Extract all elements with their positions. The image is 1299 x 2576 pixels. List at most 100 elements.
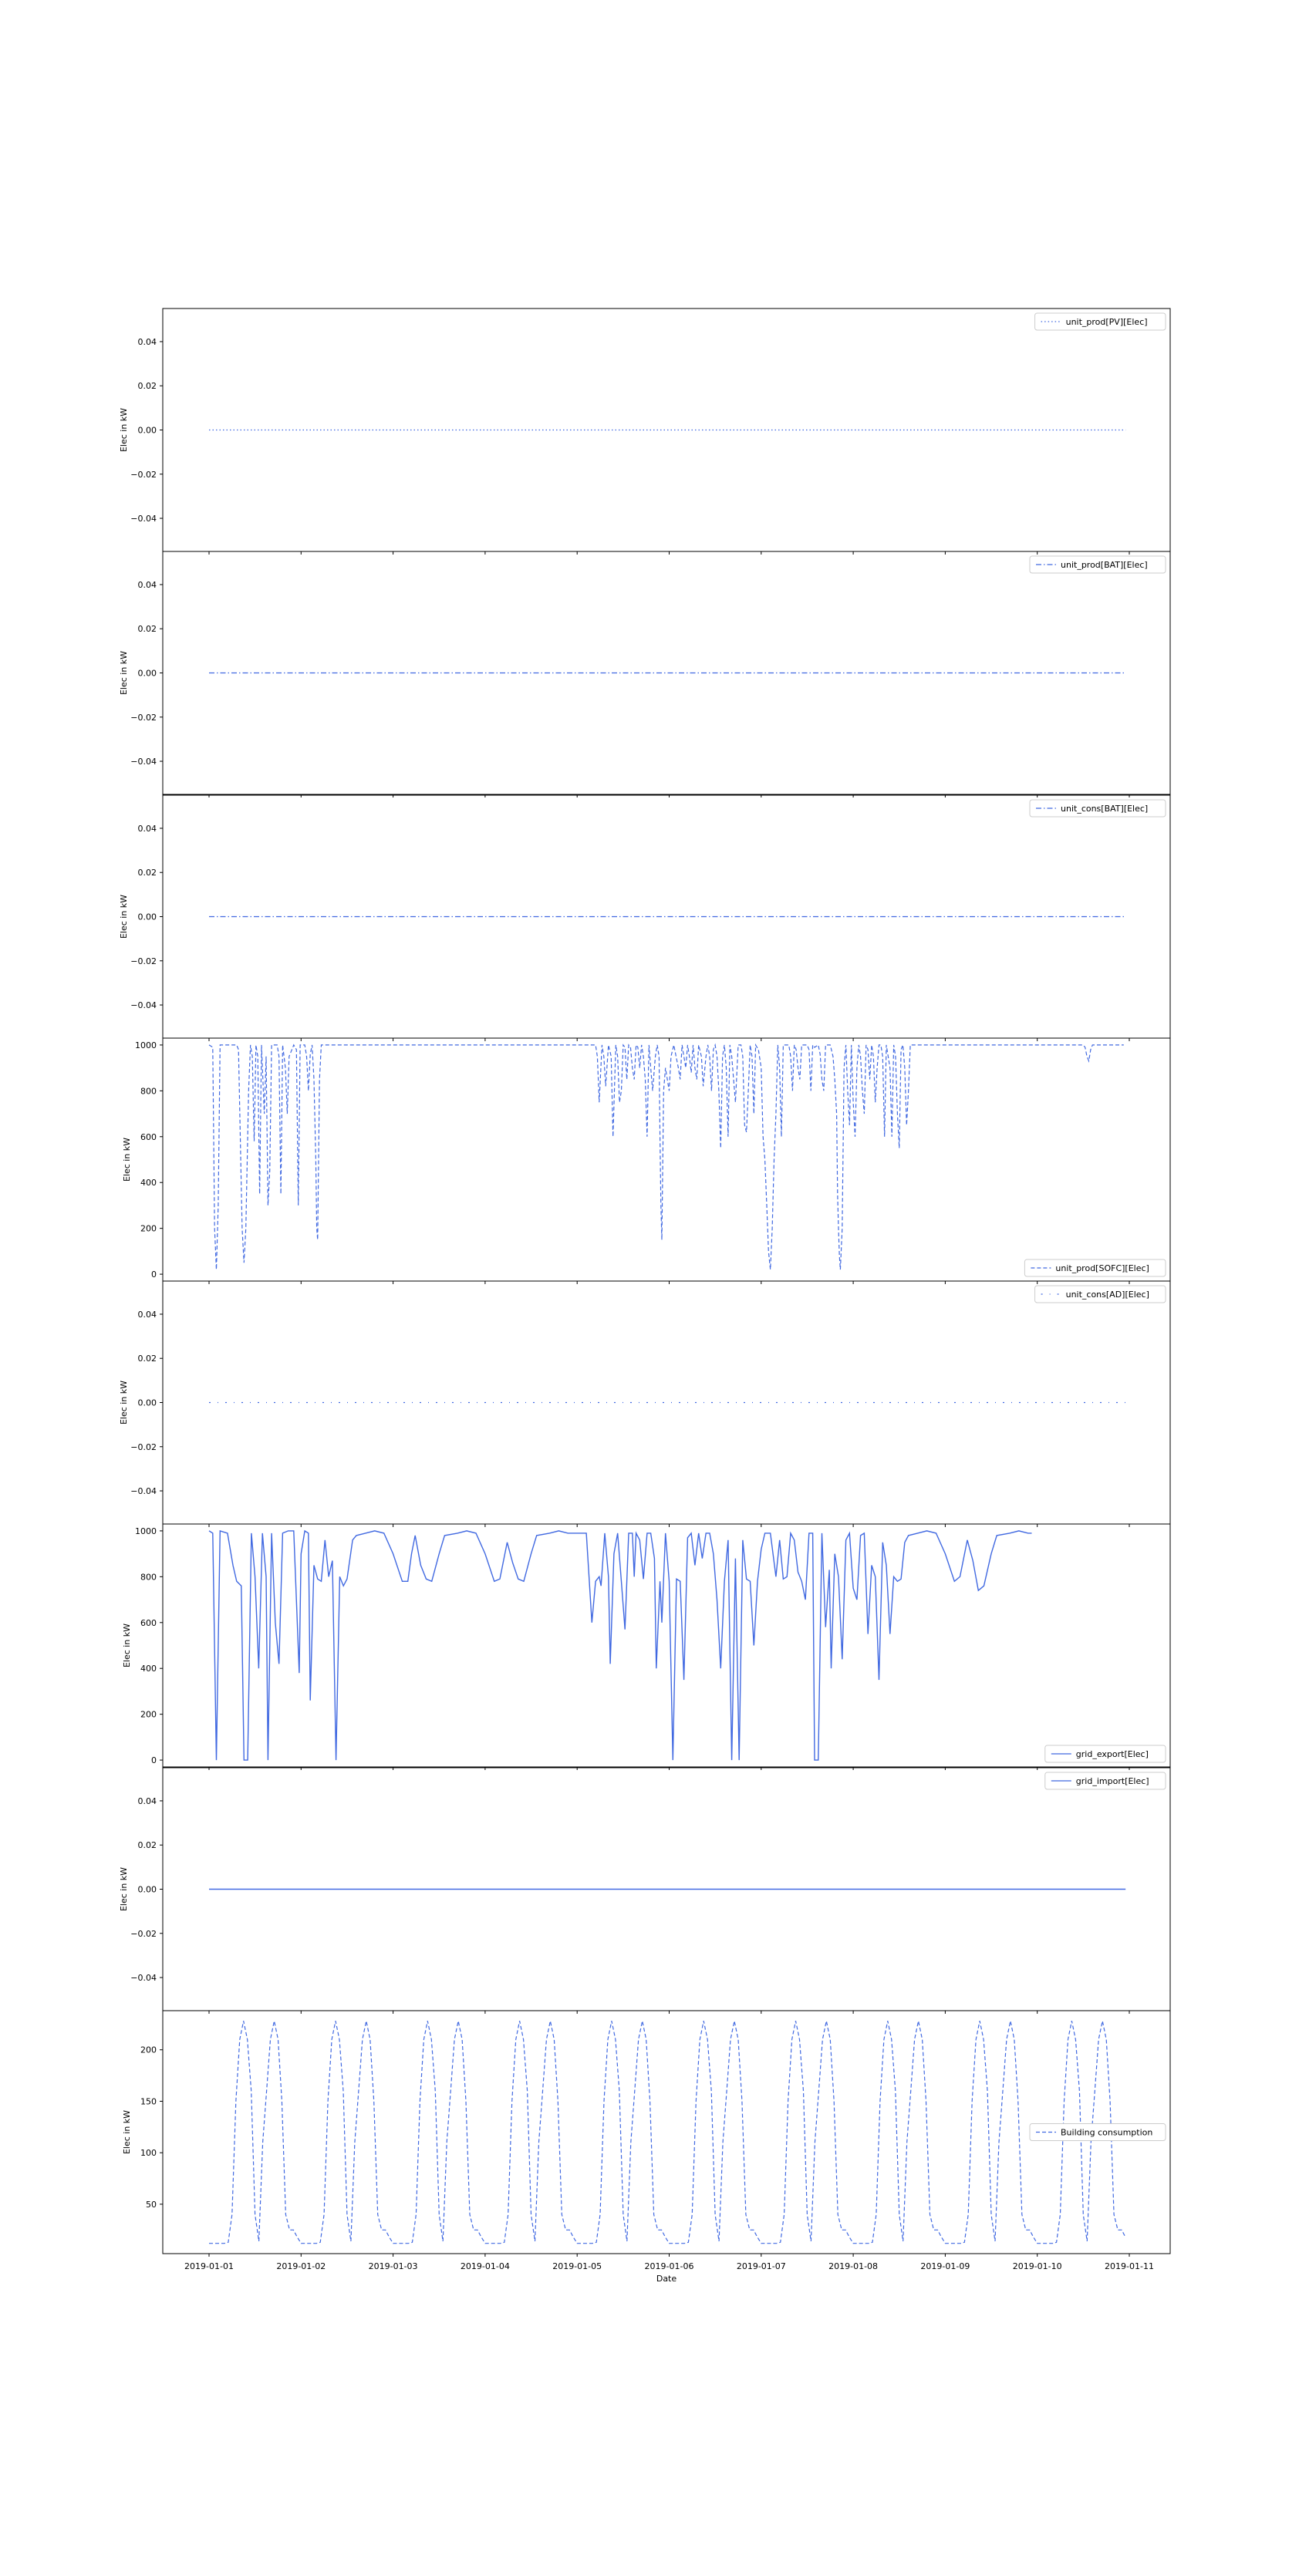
y-tick-label: −0.02 <box>130 1442 157 1452</box>
x-tick-label: 2019-01-04 <box>461 2261 510 2271</box>
legend-label: unit_cons[BAT][Elec] <box>1061 804 1148 814</box>
x-tick-label: 2019-01-02 <box>276 2261 326 2271</box>
legend-box <box>1029 555 1166 574</box>
y-tick-label: 0.00 <box>138 1885 157 1895</box>
y-tick-label: 0 <box>151 1269 157 1280</box>
y-tick-label: −0.04 <box>130 1486 157 1496</box>
y-tick-label: 1000 <box>135 1040 157 1050</box>
y-tick-label: 400 <box>140 1178 157 1188</box>
legend-label: Building consumption <box>1061 2128 1152 2138</box>
y-axis-title: Elec in kW <box>119 1867 129 1911</box>
subplot-5: 1000 800 600 400 200 0 Elec in kW grid_export[E… <box>122 1523 1171 1770</box>
axes-frame <box>162 2010 1171 2254</box>
legend-label: unit_prod[SOFC][Elec] <box>1055 1263 1149 1273</box>
legend: unit_cons[AD][Elec] <box>1034 1285 1166 1303</box>
y-tick-label: 0.00 <box>138 1398 157 1408</box>
legend-label: grid_import[Elec] <box>1076 1776 1149 1786</box>
x-tick-label: 2019-01-03 <box>369 2261 418 2271</box>
series-line-5 <box>208 1529 1032 1761</box>
legend: grid_import[Elec] <box>1044 1772 1166 1790</box>
y-axis-title: Elec in kW <box>122 2110 132 2154</box>
legend: unit_prod[BAT][Elec] <box>1029 555 1166 574</box>
y-tick-label: 400 <box>140 1664 157 1674</box>
y-tick-label: 0.04 <box>138 337 157 347</box>
legend-label: unit_prod[PV][Elec] <box>1066 317 1148 327</box>
legend-box <box>1029 799 1166 818</box>
y-tick-label: 100 <box>140 2148 157 2158</box>
legend: unit_prod[PV][Elec] <box>1034 312 1166 331</box>
y-tick-label: 600 <box>140 1618 157 1628</box>
subplot-2: 0.04 0.02 0.00 −0.02 −0.04 Elec in kW unit_con… <box>119 794 1171 1041</box>
legend: grid_export[Elec] <box>1044 1745 1166 1763</box>
y-tick-label: −0.04 <box>130 514 157 524</box>
subplots: 0.04 0.02 0.00 −0.02 −0.04 Elec in kW unit_pro… <box>119 308 1171 2257</box>
y-axis-title: Elec in kW <box>119 895 129 939</box>
y-tick-label: −0.02 <box>130 713 157 723</box>
legend: Building consumption <box>1029 2123 1166 2141</box>
y-tick-label: 0.04 <box>138 580 157 590</box>
y-tick-label: 200 <box>140 1710 157 1720</box>
x-tick-label: 2019-01-10 <box>1013 2261 1062 2271</box>
legend-box <box>1034 1285 1166 1303</box>
subplot-3: 1000 800 600 400 200 0 Elec in kW unit_prod[SOF… <box>122 1037 1171 1284</box>
subplot-0: 0.04 0.02 0.00 −0.02 −0.04 Elec in kW unit_pro… <box>119 308 1171 555</box>
y-axis-title: Elec in kW <box>122 1623 132 1667</box>
x-tick-label: 2019-01-06 <box>645 2261 694 2271</box>
y-tick-label: 0 <box>151 1755 157 1765</box>
y-axis-title: Elec in kW <box>119 651 129 695</box>
y-tick-label: 0.00 <box>138 912 157 922</box>
subplot-4: 0.04 0.02 0.00 −0.02 −0.04 Elec in kW unit_con… <box>119 1280 1171 1527</box>
legend-label: grid_export[Elec] <box>1076 1749 1149 1759</box>
x-tick-label: 2019-01-05 <box>552 2261 602 2271</box>
y-tick-label: 0.02 <box>138 624 157 634</box>
x-tick-label: 2019-01-09 <box>920 2261 970 2271</box>
y-tick-label: −0.02 <box>130 1929 157 1939</box>
y-tick-label: −0.04 <box>130 1973 157 1983</box>
y-tick-label: 1000 <box>135 1526 157 1536</box>
legend-label: unit_cons[AD][Elec] <box>1066 1290 1149 1300</box>
y-tick-label: 0.00 <box>138 669 157 679</box>
x-tick-label: 2019-01-07 <box>737 2261 786 2271</box>
y-tick-label: 0.02 <box>138 1354 157 1364</box>
y-tick-label: −0.04 <box>130 757 157 767</box>
y-tick-label: −0.04 <box>130 1000 157 1010</box>
subplot-6: 0.04 0.02 0.00 −0.02 −0.04 Elec in kW grid_imp… <box>119 1767 1171 2014</box>
y-tick-label: 50 <box>146 2200 157 2210</box>
legend-box <box>1044 1745 1166 1763</box>
y-tick-label: 0.04 <box>138 1310 157 1320</box>
shared-x-axis: 2019-01-01 2019-01-02 2019-01-03 2019-01-04… <box>184 2261 1154 2271</box>
series-line-3 <box>208 1043 1124 1270</box>
legend: unit_cons[BAT][Elec] <box>1029 799 1166 818</box>
y-tick-label: −0.02 <box>130 470 157 480</box>
y-tick-label: 200 <box>140 1224 157 1234</box>
legend-box <box>1044 1772 1166 1790</box>
y-axis-title: Elec in kW <box>119 1381 129 1425</box>
y-tick-label: −0.02 <box>130 956 157 966</box>
x-tick-label: 2019-01-01 <box>184 2261 234 2271</box>
series-line-7 <box>209 2021 1126 2244</box>
legend-box <box>1024 1259 1166 1277</box>
y-axis-title: Elec in kW <box>119 408 129 452</box>
y-tick-label: 0.00 <box>138 426 157 436</box>
y-tick-label: 800 <box>140 1086 157 1096</box>
y-tick-label: 0.04 <box>138 824 157 834</box>
subplot-1: 0.04 0.02 0.00 −0.02 −0.04 Elec in kW unit_pro… <box>119 551 1171 797</box>
y-tick-label: 0.02 <box>138 868 157 878</box>
legend-box <box>1029 2123 1166 2141</box>
y-tick-label: 800 <box>140 1572 157 1582</box>
y-tick-label: 0.02 <box>138 381 157 391</box>
x-tick-label: 2019-01-11 <box>1105 2261 1154 2271</box>
x-axis-title: Date <box>656 2274 677 2284</box>
legend-label: unit_prod[BAT][Elec] <box>1061 560 1148 570</box>
y-tick-label: 0.04 <box>138 1796 157 1806</box>
legend: unit_prod[SOFC][Elec] <box>1024 1259 1166 1277</box>
y-axis-title: Elec in kW <box>122 1138 132 1182</box>
y-tick-label: 150 <box>140 2096 157 2106</box>
y-tick-label: 600 <box>140 1132 157 1142</box>
y-tick-label: 0.02 <box>138 1840 157 1850</box>
subplot-7: 200 150 100 50 Elec in kW Building consumptio… <box>122 2010 1171 2257</box>
y-tick-label: 200 <box>140 2045 157 2055</box>
x-tick-label: 2019-01-08 <box>828 2261 878 2271</box>
legend-box <box>1034 312 1166 331</box>
